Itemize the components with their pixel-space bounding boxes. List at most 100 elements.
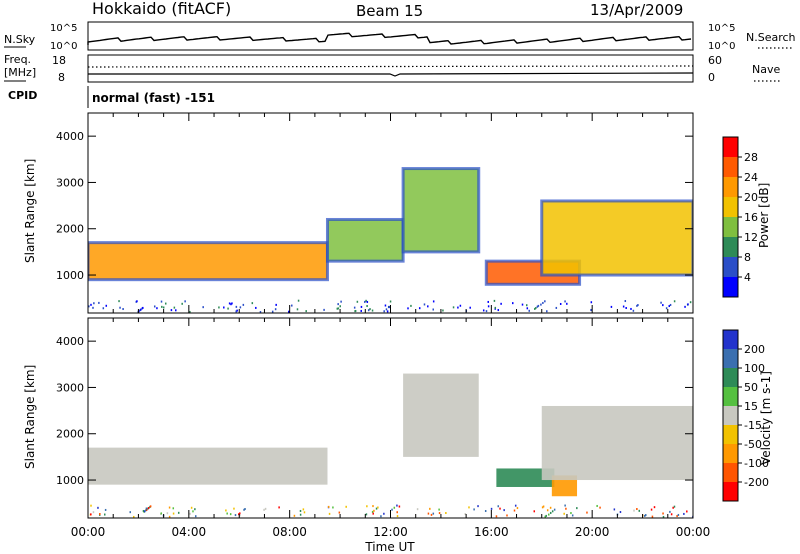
vel-speckle — [596, 504, 598, 507]
power-speckle — [275, 303, 277, 306]
power-xticks — [87, 113, 694, 313]
power-speckle — [632, 309, 635, 312]
x-tick-label: 00:00 — [676, 525, 711, 539]
power-speckle — [369, 308, 371, 311]
power-speckle — [457, 306, 459, 309]
vel-speckle — [332, 506, 334, 509]
vel-colorbar-tick-label: -50 — [744, 438, 762, 451]
vel-ytick-label: 4000 — [56, 335, 84, 348]
vel-speckle — [90, 504, 92, 507]
power-speckle — [230, 303, 232, 306]
power-colorbar-swatch — [723, 257, 738, 277]
vel-speckle — [145, 507, 148, 510]
vel-speckle — [345, 505, 347, 508]
power-speckle — [625, 307, 627, 310]
vel-colorbar-swatch — [723, 330, 738, 349]
vel-speckle — [542, 505, 545, 508]
power-speckle — [156, 307, 158, 310]
vel-speckle — [328, 512, 331, 515]
vel-speckle — [194, 515, 197, 518]
vel-speckle — [396, 511, 398, 514]
power-speckle — [487, 300, 489, 303]
nsky-tick-bottom: 10^0 — [50, 41, 77, 52]
vel-speckle — [299, 513, 302, 516]
vel-speckle — [226, 512, 228, 515]
x-tick-label: 16:00 — [474, 525, 509, 539]
vel-speckle — [638, 509, 641, 512]
vel-speckle — [506, 514, 508, 517]
power-speckle — [555, 306, 558, 309]
vel-colorbar-swatch — [723, 349, 738, 368]
nave-label: Nave — [752, 63, 780, 76]
freq-tick-bottom: 8 — [58, 71, 65, 84]
vel-speckle — [564, 504, 566, 507]
vel-speckle — [377, 506, 379, 509]
x-tick-label: 08:00 — [272, 525, 307, 539]
power-speckle — [432, 308, 434, 311]
vel-colorbar-swatch — [723, 406, 738, 425]
vel-speckle — [484, 510, 487, 513]
vel-speckle — [234, 514, 237, 517]
vel-speckle — [650, 508, 653, 511]
vel-colorbar-swatch — [723, 482, 738, 501]
vel-speckle — [168, 506, 171, 509]
vel-colorbar-tick-label: 15 — [744, 400, 758, 413]
power-speckle — [386, 310, 389, 313]
power-speckle — [512, 302, 514, 305]
power-region-2 — [403, 168, 479, 252]
nave-tick-bottom: 0 — [708, 71, 715, 84]
freq-trace — [88, 72, 694, 77]
vel-speckle — [683, 512, 685, 515]
vel-speckle — [673, 505, 676, 508]
power-speckle — [534, 307, 536, 310]
vel-speckle — [145, 508, 148, 511]
vel-speckle — [192, 510, 194, 513]
vel-speckle — [672, 506, 674, 509]
vel-speckle — [299, 509, 302, 512]
vel-speckle — [90, 513, 92, 516]
power-speckle — [291, 304, 293, 307]
power-colorbar-label: Power [dB] — [757, 183, 771, 248]
power-speckle — [239, 306, 242, 309]
power-speckle — [356, 300, 359, 303]
power-speckle — [684, 305, 686, 308]
vel-speckle — [477, 505, 479, 508]
power-speckle — [90, 303, 92, 306]
vel-colorbar-swatch — [723, 444, 738, 463]
vel-speckle — [371, 510, 374, 513]
vel-speckle — [541, 506, 544, 509]
power-speckle — [525, 304, 528, 307]
vel-speckle — [190, 506, 193, 509]
power-colorbar-swatch — [723, 137, 738, 157]
power-speckle — [385, 308, 388, 311]
vel-speckle — [677, 513, 680, 516]
vel-speckle — [662, 515, 665, 518]
vel-speckle — [92, 511, 95, 514]
power-speckle — [173, 306, 176, 309]
power-speckle — [469, 306, 471, 309]
power-colorbar-tick-label: 8 — [744, 251, 751, 264]
power-colorbar-tick-label: 24 — [744, 171, 758, 184]
vel-colorbar-tick-label: 200 — [744, 343, 765, 356]
power-speckle — [410, 304, 412, 307]
nsearch-tick-bottom: 10^0 — [708, 41, 735, 52]
freq-panel: Freq. [MHz] 18 8 60 0 Nave — [4, 53, 780, 84]
velocity-echo-regions — [88, 373, 693, 518]
vel-region-1 — [403, 373, 479, 457]
power-speckle — [251, 302, 254, 305]
power-speckle — [442, 309, 444, 312]
power-speckle — [202, 306, 204, 309]
vel-speckle — [563, 512, 565, 515]
freq-tick-top: 18 — [52, 54, 66, 67]
power-region-0 — [88, 242, 328, 280]
vel-speckle — [570, 512, 572, 515]
vel-speckle — [427, 512, 430, 515]
power-speckle — [274, 308, 277, 311]
power-speckle — [122, 308, 124, 311]
vel-speckle — [393, 506, 396, 509]
vel-colorbar-tick-label: -100 — [744, 457, 769, 470]
vel-speckle — [391, 508, 393, 511]
power-speckle — [337, 303, 339, 306]
power-echo-regions — [88, 167, 693, 313]
vel-speckle — [396, 515, 399, 518]
